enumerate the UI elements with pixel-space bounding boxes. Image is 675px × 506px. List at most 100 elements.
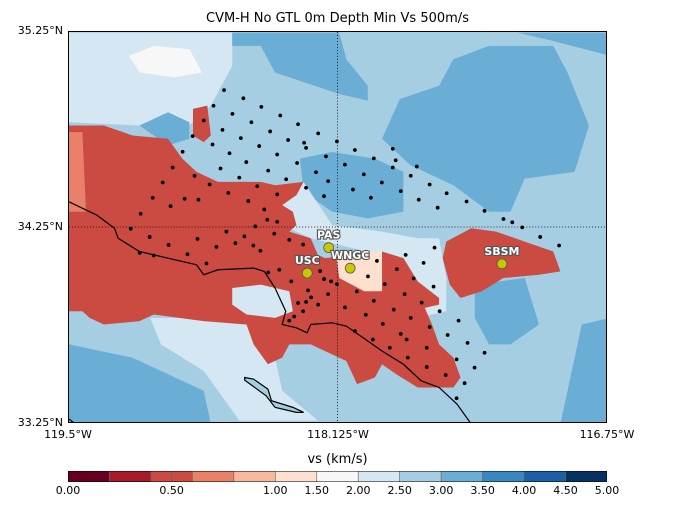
colorbar-segment xyxy=(399,471,442,482)
station-dot xyxy=(316,302,321,307)
station-dot xyxy=(287,318,292,323)
station-dot xyxy=(326,179,331,184)
station-dot xyxy=(424,345,429,350)
colorbar-segment xyxy=(275,471,318,482)
station-dot xyxy=(454,396,459,401)
station-dot xyxy=(361,172,366,177)
colorbar-label: vs (km/s) xyxy=(307,452,368,467)
station-dot xyxy=(266,270,271,275)
station-dot xyxy=(363,312,368,317)
colorbar-segment xyxy=(68,471,110,482)
field-blue-region xyxy=(69,344,211,422)
station-dot xyxy=(170,165,175,170)
station-dot xyxy=(259,104,264,109)
colorbar-tick-label: 3.50 xyxy=(470,484,495,497)
station-dot xyxy=(405,355,410,360)
station-dot xyxy=(416,197,421,202)
station-dot xyxy=(242,234,247,239)
station-dot xyxy=(304,299,308,304)
station-dot xyxy=(431,284,436,289)
station-dot xyxy=(408,173,413,178)
station-dot xyxy=(207,182,212,187)
catalina-island xyxy=(245,378,304,413)
station-dot xyxy=(375,259,379,263)
station-dot xyxy=(351,187,355,192)
station-dot xyxy=(220,127,225,132)
station-dot xyxy=(304,145,308,150)
field-blue-region xyxy=(474,278,539,345)
colorbar-segment xyxy=(565,471,607,482)
station-dot xyxy=(295,161,299,165)
field-salmon-strip xyxy=(69,132,86,212)
station-dot xyxy=(190,134,195,139)
colorbar-tick-label: 2.00 xyxy=(345,484,371,497)
station-dot xyxy=(227,151,232,156)
colorbar-segment xyxy=(440,471,483,482)
station-label: PAS xyxy=(317,229,340,242)
station-marker-sbsm[interactable] xyxy=(496,258,508,270)
station-dot xyxy=(306,288,310,293)
colorbar-segment xyxy=(233,471,276,482)
station-dot xyxy=(180,149,185,154)
station-dot xyxy=(272,231,277,236)
station-dot xyxy=(258,248,263,253)
station-dot xyxy=(390,146,395,151)
station-dot xyxy=(382,282,387,287)
station-dot xyxy=(277,267,282,272)
field-blue-region xyxy=(139,112,190,146)
field-blue-region xyxy=(299,152,404,219)
station-dot xyxy=(398,331,403,336)
colorbar-segment xyxy=(150,471,172,482)
lon-label-left: 119.5°W xyxy=(44,428,92,441)
colorbar-tick-label: 1.00 xyxy=(263,484,288,497)
velocity-map: PAS USC WNGC SBSM xyxy=(68,31,607,423)
station-dot xyxy=(138,211,143,216)
station-dot xyxy=(424,365,429,369)
station-dot xyxy=(214,244,219,249)
colorbar-segment xyxy=(523,471,566,482)
station-marker-usc[interactable] xyxy=(301,267,313,279)
station-dot xyxy=(301,242,306,247)
station-dot xyxy=(284,177,289,182)
station-dot xyxy=(398,189,403,194)
station-dot xyxy=(326,292,331,296)
station-dot xyxy=(268,129,273,134)
field-peach-patch xyxy=(335,251,383,292)
station-dot xyxy=(510,220,515,225)
station-dot xyxy=(370,337,375,342)
station-marker-wngc[interactable] xyxy=(344,262,356,274)
colorbar-segment xyxy=(357,471,400,482)
station-dot xyxy=(241,96,246,101)
station-dot xyxy=(329,279,333,284)
station-marker-pas[interactable] xyxy=(323,242,335,254)
station-dot xyxy=(246,199,251,203)
lon-label-right: 116.75°W xyxy=(579,428,635,441)
field-low-velocity-basin xyxy=(69,125,461,388)
station-dot xyxy=(287,237,292,242)
station-dot xyxy=(354,289,359,294)
station-dot xyxy=(275,192,280,197)
station-dot xyxy=(262,207,267,212)
station-dot xyxy=(278,113,283,118)
station-dot xyxy=(201,118,206,123)
station-dot xyxy=(309,295,314,300)
station-dot xyxy=(322,194,326,199)
station-dot xyxy=(482,350,487,355)
station-dot xyxy=(390,165,395,170)
station-dot xyxy=(160,180,165,185)
station-dot xyxy=(403,252,408,257)
field-light-region xyxy=(150,317,318,421)
station-dot xyxy=(226,190,231,195)
station-dot xyxy=(128,226,133,231)
colorbar-tick-label: 2.50 xyxy=(387,484,412,497)
station-dot xyxy=(137,251,142,255)
station-dot xyxy=(408,315,413,320)
labeled-stations: PAS USC WNGC SBSM xyxy=(294,228,521,279)
station-dot xyxy=(427,325,432,329)
station-dot xyxy=(211,103,216,108)
station-dot xyxy=(151,253,156,258)
colorbar-segment xyxy=(171,471,193,482)
station-dot xyxy=(501,217,506,221)
station-dot xyxy=(251,243,256,248)
station-dot xyxy=(304,185,308,190)
